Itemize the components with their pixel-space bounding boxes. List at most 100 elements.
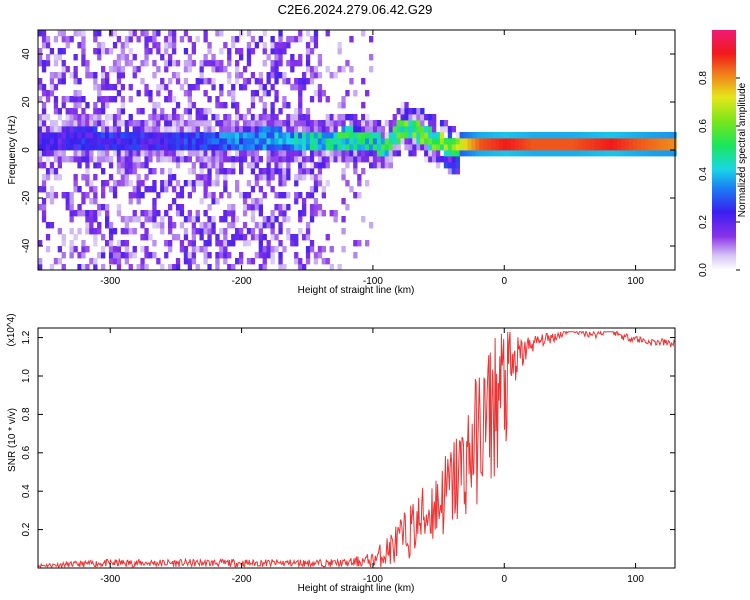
spectrogram-x-tick-label: -100: [363, 276, 383, 287]
spectrogram-cell: [101, 186, 106, 193]
spectrogram-cell: [286, 36, 291, 43]
spectrogram-cell: [61, 132, 66, 139]
spectrogram-cell: [132, 144, 137, 151]
spectrogram-cell: [85, 126, 90, 133]
spectrogram-cell: [191, 162, 196, 169]
spectrogram-cell: [278, 72, 283, 79]
spectrogram-cell: [325, 180, 330, 187]
spectrogram-cell: [305, 120, 311, 127]
spectrogram-cell: [235, 216, 240, 223]
spectrogram-cell: [140, 258, 145, 265]
spectrogram-cell: [566, 150, 571, 157]
spectrogram-cell: [172, 126, 177, 133]
spectrogram-cell: [73, 144, 78, 151]
spectrogram-cell: [290, 138, 295, 145]
spectrogram-cell: [160, 126, 165, 133]
spectrogram-cell: [175, 258, 181, 265]
spectrogram-cell: [73, 234, 78, 241]
spectrogram-cell: [282, 174, 287, 181]
spectrogram-cell: [219, 60, 224, 67]
spectrogram-cell: [156, 66, 161, 73]
spectrogram-cell: [333, 114, 338, 121]
spectrogram-cell: [294, 144, 299, 151]
spectrogram-cell: [112, 84, 118, 91]
spectrogram-cell: [81, 192, 86, 199]
spectrogram-cell: [128, 264, 133, 271]
spectrogram-cell: [258, 222, 263, 229]
spectrogram-cell: [105, 48, 110, 55]
spectrogram-cell: [116, 240, 122, 247]
spectrogram-cell: [227, 72, 232, 79]
spectrogram-cell: [325, 162, 330, 169]
spectrogram-cell: [254, 162, 259, 169]
spectrogram-cell: [400, 126, 405, 133]
spectrogram-cell: [392, 120, 397, 127]
spectrogram-cell: [262, 174, 267, 181]
spectrogram-cell: [187, 108, 192, 115]
spectrogram-cell: [227, 138, 232, 145]
snr-x-tick-label: 0: [501, 574, 507, 585]
spectrogram-cell: [85, 60, 90, 67]
spectrogram-cell: [172, 96, 177, 103]
spectrogram-cell: [341, 150, 346, 157]
spectrogram-cell: [53, 60, 59, 67]
spectrogram-cell: [101, 42, 106, 49]
spectrogram-cell: [475, 132, 480, 139]
spectrogram-cell: [85, 162, 90, 169]
spectrogram-cell: [305, 42, 311, 49]
spectrogram-cell: [266, 180, 271, 187]
spectrogram-cell: [321, 132, 326, 139]
spectrogram-cell: [65, 132, 70, 139]
spectrogram-cell: [443, 162, 449, 169]
spectrogram-cell: [392, 114, 397, 121]
spectrogram-cell: [152, 126, 157, 133]
spectrogram-cell: [246, 60, 252, 67]
spectrogram-cell: [124, 138, 129, 145]
spectrogram-cell: [262, 42, 267, 49]
spectrogram-cell: [298, 228, 303, 235]
spectrogram-cell: [231, 102, 236, 109]
spectrogram-cell: [73, 150, 78, 157]
spectrogram-cell: [49, 78, 55, 85]
spectrogram-cell: [140, 150, 145, 157]
spectrogram-cell: [179, 240, 185, 247]
spectrogram-cell: [420, 108, 425, 115]
spectrogram-cell: [242, 150, 248, 157]
spectrogram-cell: [69, 36, 74, 43]
spectrogram-cell: [41, 84, 47, 91]
spectrogram-cell: [97, 54, 102, 61]
spectrogram-cell: [199, 132, 204, 139]
spectrogram-cell: [577, 150, 583, 157]
spectrogram-cell: [144, 84, 149, 91]
spectrogram-cell: [120, 66, 125, 73]
spectrogram-cell: [439, 156, 445, 163]
spectrogram-cell: [207, 108, 212, 115]
spectrogram-cell: [160, 264, 165, 271]
spectrogram-cell: [416, 138, 421, 145]
spectrogram-cell: [329, 150, 334, 157]
spectrogram-cell: [195, 150, 200, 157]
spectrogram-cell: [337, 150, 342, 157]
spectrogram-cell: [164, 60, 169, 67]
spectrogram-cell: [239, 114, 244, 121]
spectrogram-cell: [172, 222, 177, 229]
spectrogram-x-tick-label: -300: [100, 276, 120, 287]
spectrogram-cell: [41, 138, 47, 145]
spectrogram-cell: [298, 90, 303, 97]
spectrogram-cell: [660, 132, 665, 139]
spectrogram-cell: [294, 198, 299, 205]
spectrogram-cell: [160, 144, 165, 151]
spectrogram-cell: [282, 138, 287, 145]
spectrogram-cell: [101, 132, 106, 139]
spectrogram-cell: [231, 168, 236, 175]
spectrogram-cell: [69, 114, 74, 121]
spectrogram-cell: [85, 246, 90, 253]
spectrogram-cell: [152, 150, 157, 157]
spectrogram-cell: [223, 252, 228, 259]
spectrogram-cell: [203, 156, 208, 163]
spectrogram-cell: [203, 90, 208, 97]
spectrogram-cell: [38, 204, 43, 211]
spectrogram-cell: [203, 162, 208, 169]
spectrogram-cell: [447, 132, 453, 139]
